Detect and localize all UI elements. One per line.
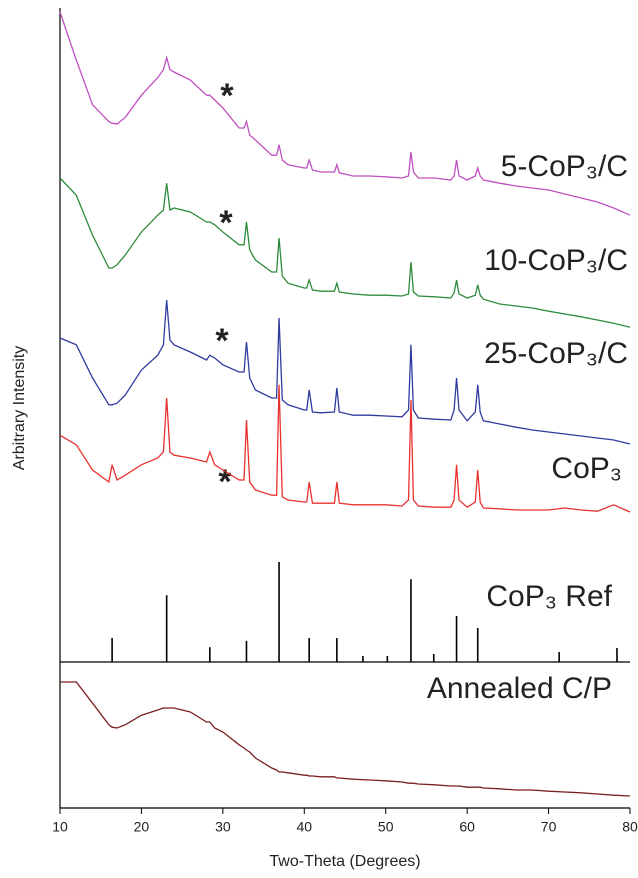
asterisk: * (220, 77, 234, 115)
asterisk: * (218, 463, 232, 501)
x-tick-label: 40 (296, 819, 312, 835)
xrd-trace (59, 384, 631, 513)
x-tick-label: 30 (215, 819, 231, 835)
series-label: 25-CoP₃/C (484, 337, 628, 370)
x-axis-title: Two-Theta (Degrees) (269, 853, 420, 870)
x-tick-label: 60 (459, 819, 475, 835)
series-label: 5-CoP₃/C (501, 150, 628, 183)
x-tick-label: 50 (378, 819, 394, 835)
xrd-trace (59, 177, 631, 328)
asterisk: * (219, 204, 233, 242)
series-label: 10-CoP₃/C (484, 244, 628, 277)
xrd-trace (60, 681, 631, 797)
x-tick-label: 80 (622, 819, 638, 835)
series-label: Annealed C/P (427, 672, 612, 705)
series-label: CoP₃ (551, 452, 622, 485)
x-tick-label: 10 (52, 819, 68, 835)
asterisk: * (215, 322, 229, 360)
xrd-trace (59, 299, 631, 445)
y-axis-title: Arbitrary Intensity (11, 346, 28, 470)
x-tick-label: 70 (541, 819, 557, 835)
xrd-trace (59, 11, 631, 216)
series-label: CoP₃ Ref (486, 580, 612, 613)
x-tick-label: 20 (134, 819, 150, 835)
